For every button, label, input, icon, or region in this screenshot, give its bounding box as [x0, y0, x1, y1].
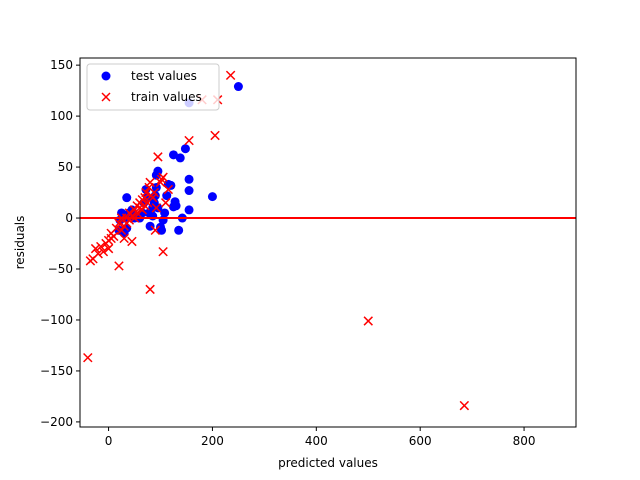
train-point — [153, 152, 163, 162]
train-point — [114, 261, 124, 271]
train-point — [127, 236, 137, 247]
train-point — [363, 316, 373, 326]
legend-label-train: train values — [131, 90, 202, 104]
test-point — [122, 193, 132, 203]
test-point — [148, 211, 158, 221]
y-tick-label: −100 — [40, 313, 73, 327]
test-point — [153, 203, 163, 213]
x-tick-label: 0 — [105, 434, 113, 448]
legend-marker-train — [101, 92, 111, 102]
x-tick-label: 600 — [409, 434, 432, 448]
train-point — [145, 177, 155, 188]
train-point — [150, 225, 161, 235]
test-point — [184, 174, 194, 184]
y-tick-label: −50 — [48, 262, 73, 276]
test-point — [157, 225, 167, 235]
train-point — [155, 177, 166, 188]
test-point — [184, 186, 194, 196]
train-point — [145, 284, 155, 295]
train-point — [90, 243, 101, 254]
x-tick-label: 400 — [305, 434, 328, 448]
train-point — [114, 218, 124, 228]
legend-marker-test — [101, 71, 111, 81]
train-point — [141, 187, 151, 198]
test-point — [175, 153, 185, 163]
train-point — [225, 70, 236, 81]
test-point — [160, 208, 170, 218]
data-layer — [80, 70, 576, 411]
test-point — [166, 180, 176, 190]
train-point — [163, 184, 174, 195]
train-point — [158, 172, 168, 182]
train-point — [158, 246, 168, 257]
train-point — [151, 203, 162, 213]
train-point — [103, 243, 114, 254]
test-point — [233, 82, 243, 92]
train-point — [116, 225, 127, 235]
x-tick-label: 800 — [513, 434, 536, 448]
plot-frame — [79, 57, 577, 428]
test-point — [151, 170, 161, 180]
test-point — [207, 192, 217, 202]
test-point — [184, 205, 194, 215]
train-point — [96, 241, 106, 252]
y-axis-label: residuals — [13, 216, 27, 270]
y-tick-label: −150 — [40, 364, 73, 378]
x-axis-label: predicted values — [278, 456, 378, 470]
test-point — [168, 150, 178, 160]
train-point — [119, 233, 129, 244]
train-point — [132, 208, 142, 218]
train-point — [111, 223, 122, 233]
train-point — [93, 248, 103, 259]
y-tick-label: 0 — [65, 211, 73, 225]
plot-area: 0 200 400 600 800 −200 −150 −100 −50 0 50 100 150 — [40, 57, 577, 448]
train-point — [137, 205, 148, 215]
y-tick-label: 100 — [50, 109, 73, 123]
train-point — [210, 130, 220, 141]
y-tick-label: 150 — [50, 58, 73, 72]
test-point — [171, 201, 181, 211]
train-point — [83, 352, 93, 363]
test-point — [180, 144, 190, 154]
test-point — [145, 221, 155, 231]
train-point — [98, 246, 109, 257]
y-tick-label: 50 — [58, 160, 73, 174]
test-point — [174, 225, 184, 235]
train-point — [149, 187, 160, 198]
legend-frame — [86, 63, 220, 111]
legend: test values train values — [86, 63, 220, 111]
legend-label-test: test values — [131, 69, 197, 83]
train-point — [184, 135, 194, 146]
train-point — [459, 400, 470, 411]
train-point — [160, 198, 171, 208]
y-tick-label: −200 — [40, 415, 73, 429]
x-tick-label: 200 — [201, 434, 224, 448]
train-point — [109, 231, 119, 242]
